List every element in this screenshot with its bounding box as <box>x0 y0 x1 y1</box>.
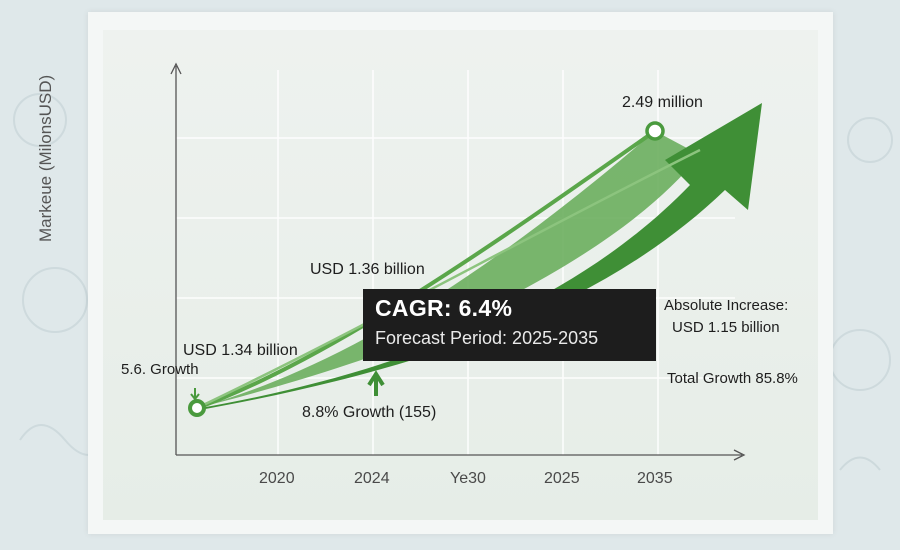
series-line <box>196 129 657 410</box>
absolute-increase-value: USD 1.15 billion <box>672 319 780 336</box>
x-tick-label: 2025 <box>544 470 580 487</box>
x-tick-label: 2035 <box>637 470 673 487</box>
cagr-callout: CAGR: 6.4% Forecast Period: 2025-2035 <box>363 289 656 361</box>
end-point <box>645 121 665 141</box>
start-growth-marker <box>190 388 200 401</box>
x-tick-label: 2020 <box>259 470 295 487</box>
y-axis-arrow <box>170 62 182 75</box>
mid-growth-arrow-icon <box>367 370 385 396</box>
absolute-increase-label: Absolute Increase: <box>664 297 789 314</box>
growth-band <box>197 131 700 408</box>
y-axis-label: Markeue (MilonsUSD) <box>36 74 55 242</box>
forecast-period: Forecast Period: 2025-2035 <box>375 328 599 348</box>
mid-growth-label: 8.8% Growth (155) <box>302 404 437 421</box>
total-growth-label: Total Growth 85.8% <box>667 370 798 387</box>
start-value-label: USD 1.34 billion <box>183 342 298 359</box>
x-tick-label: 2024 <box>354 470 390 487</box>
cagr-title: CAGR: 6.4% <box>375 295 513 321</box>
secondary-line <box>196 148 701 410</box>
mid-value-label: USD 1.36 billion <box>310 261 425 278</box>
x-tick-label: Ye30 <box>450 470 486 487</box>
x-axis-arrow <box>733 449 746 461</box>
start-point <box>188 399 206 417</box>
start-growth-label: 5.6. Growth <box>121 361 199 378</box>
end-value-label: 2.49 million <box>622 94 703 111</box>
